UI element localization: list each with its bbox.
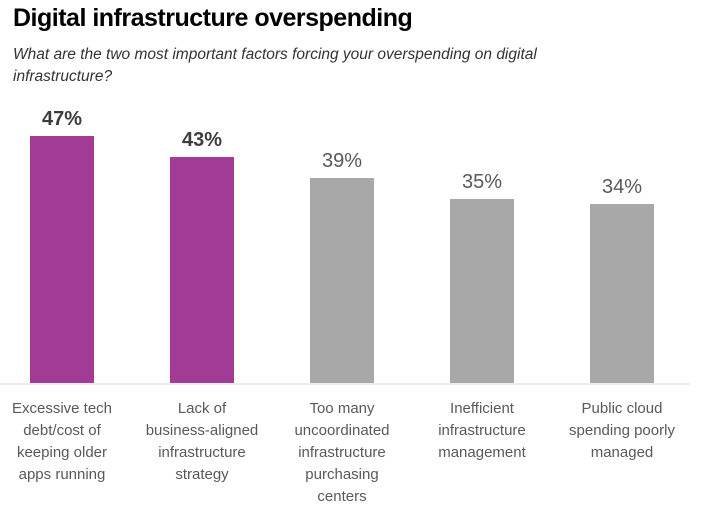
category-label-line: apps running bbox=[18, 466, 106, 483]
category-label-line: Too many bbox=[309, 400, 375, 417]
x-axis-line bbox=[0, 383, 690, 385]
chart-title: Digital infrastructure overspending bbox=[13, 4, 413, 32]
bar-value-label: 39% bbox=[321, 150, 363, 172]
bar-5 bbox=[590, 204, 654, 383]
category-label-line: infrastructure bbox=[298, 444, 386, 461]
bar-3 bbox=[310, 178, 374, 383]
category-label: Inefficient infrastructure management bbox=[407, 398, 557, 464]
category-label-line: uncoordinated bbox=[294, 422, 390, 439]
category-label-line: Lack of bbox=[177, 400, 227, 417]
category-label: Lack of business-aligned infrastructure str… bbox=[127, 398, 277, 486]
category-label-line: Public cloud bbox=[581, 400, 663, 417]
chart-subtitle-line: infrastructure? bbox=[13, 68, 113, 85]
bar-value-label: 43% bbox=[181, 129, 223, 151]
category-label-line: business-aligned bbox=[145, 422, 259, 439]
bar-4 bbox=[450, 199, 514, 383]
category-label-line: keeping older bbox=[16, 444, 108, 461]
bar-value-label: 35% bbox=[461, 171, 503, 193]
category-label-line: infrastructure bbox=[438, 422, 526, 439]
bar-value-label: 34% bbox=[601, 176, 643, 198]
chart-subtitle-line: What are the two most important factors … bbox=[13, 46, 537, 63]
category-label-line: purchasing bbox=[305, 466, 379, 483]
category-label-line: infrastructure bbox=[158, 444, 246, 461]
category-label-line: strategy bbox=[175, 466, 229, 483]
category-label-line: spending poorly bbox=[569, 422, 675, 439]
category-label: Too many uncoordinated infrastructure purch… bbox=[267, 398, 417, 508]
bar-2 bbox=[170, 157, 234, 383]
category-label-line: managed bbox=[590, 444, 654, 461]
category-label-line: management bbox=[438, 444, 526, 461]
category-label-line: centers bbox=[317, 488, 367, 505]
category-label-line: debt/cost of bbox=[23, 422, 101, 439]
category-label: Excessive tech debt/cost of keeping older a… bbox=[0, 398, 137, 486]
category-label-line: Inefficient bbox=[450, 400, 514, 417]
category-label: Public cloud spending poorly managed bbox=[547, 398, 697, 464]
bar-value-label: 47% bbox=[41, 108, 83, 130]
bar-1 bbox=[30, 136, 94, 383]
category-label-line: Excessive tech bbox=[11, 400, 113, 417]
chart-subtitle: What are the two most important factors … bbox=[13, 44, 537, 88]
bar-chart: 47% Excessive tech debt/cost of keeping old… bbox=[0, 100, 709, 521]
